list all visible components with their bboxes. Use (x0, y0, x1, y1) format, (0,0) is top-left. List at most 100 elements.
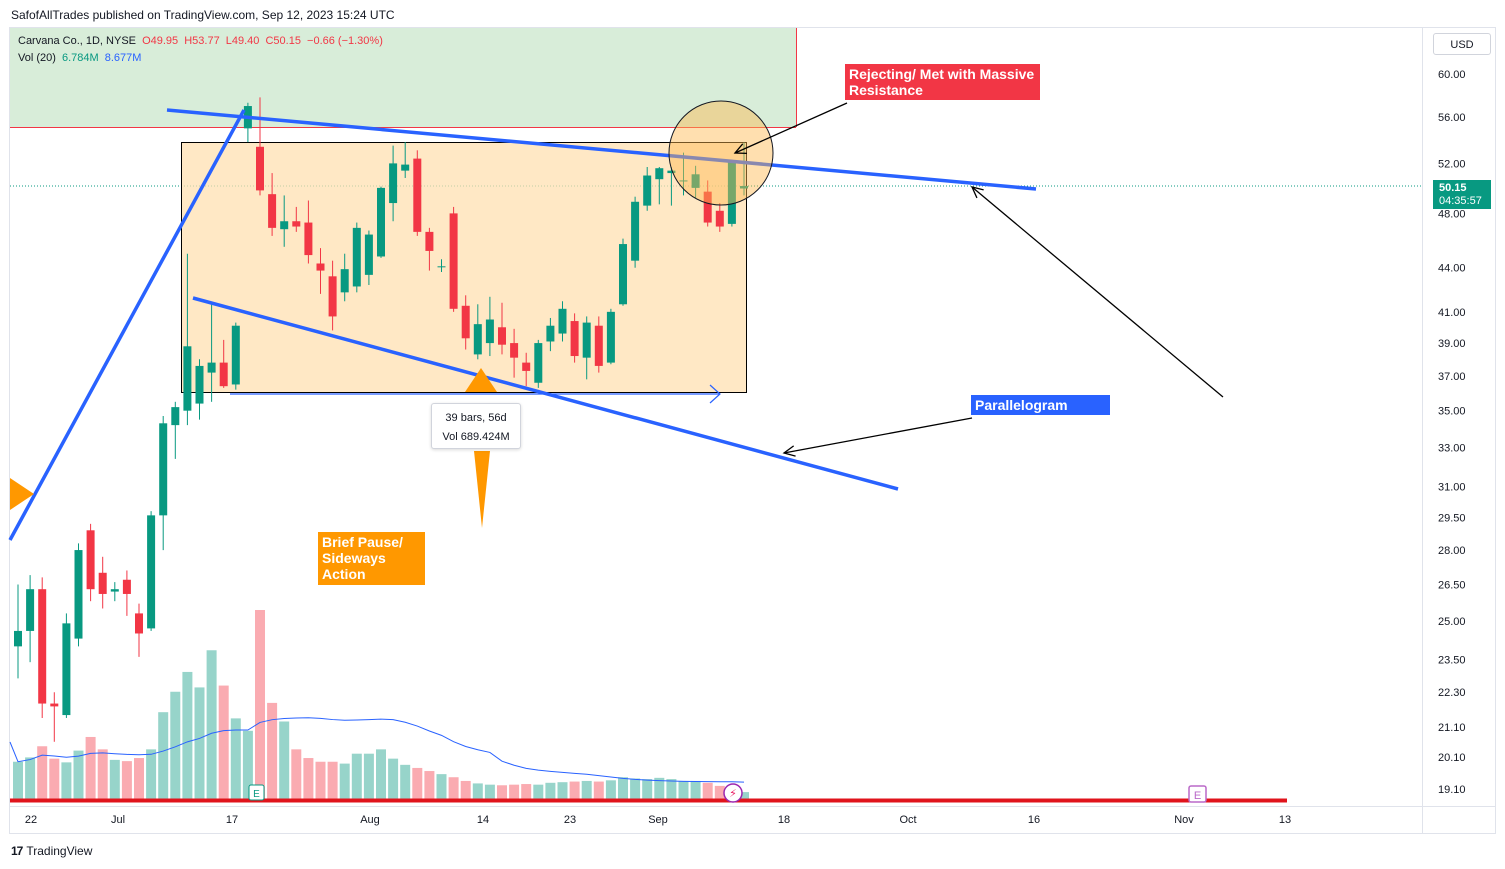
tradingview-logo-text: TradingView (26, 844, 93, 858)
candle-body (631, 201, 640, 261)
volume-label[interactable]: Vol (20) (18, 52, 56, 64)
arrow-resistance (734, 102, 848, 154)
measure-tooltip: 39 bars, 56d Vol 689.424M (431, 403, 521, 449)
candle-body (256, 146, 264, 191)
candle-body (110, 589, 119, 592)
y-tick-label: 31.00 (1438, 481, 1466, 493)
volume-bar (182, 671, 193, 802)
earnings-future-label: E (1194, 790, 1201, 802)
y-tick-label: 41.00 (1438, 307, 1466, 319)
candle-body (667, 170, 676, 174)
candle-body (655, 168, 664, 180)
volume-bar (242, 730, 253, 802)
volume-bar (109, 759, 120, 802)
y-tick-label: 48.00 (1438, 208, 1466, 220)
x-tick-label: 22 (25, 814, 37, 826)
volume-bar (255, 610, 265, 802)
candle-body (594, 325, 603, 366)
pause-triangle-up (465, 368, 497, 392)
symbol-legend: Carvana Co., 1D, NYSE O49.95 H53.77 L49.… (18, 35, 386, 47)
volume-bar (37, 746, 48, 802)
volume-bar (654, 777, 665, 802)
y-tick-label: 52.00 (1438, 158, 1466, 170)
measure-volume: Vol 689.424M (442, 431, 510, 443)
candle-body (740, 186, 748, 189)
candle-body (461, 305, 470, 339)
annotation-pause[interactable]: Brief Pause/ Sideways Action (318, 532, 425, 585)
annotation-resistance[interactable]: Rejecting/ Met with Massive Resistance (845, 64, 1040, 100)
candle-body (449, 213, 458, 309)
candle-body (207, 362, 216, 373)
candle-body (498, 327, 506, 345)
candle-body (715, 210, 724, 227)
volume-bar (605, 780, 616, 802)
volume-bar (351, 753, 362, 802)
ohlc-change: −0.66 (−1.30%) (307, 35, 383, 47)
green-zone (10, 28, 796, 127)
candle-body (147, 515, 156, 629)
x-tick-label: Oct (899, 814, 916, 826)
volume-bar (593, 781, 604, 802)
candle-body (679, 180, 688, 182)
tradingview-logo-icon: 17 (11, 844, 23, 858)
candle-body (340, 269, 349, 293)
candle-body (38, 589, 47, 704)
volume-bar (121, 761, 132, 802)
currency-button[interactable]: USD (1433, 33, 1491, 55)
volume-bar (521, 784, 532, 802)
volume-bar (194, 687, 205, 802)
candle-body (534, 343, 543, 383)
volume-bar (533, 784, 544, 802)
y-tick-label: 56.00 (1438, 112, 1466, 124)
symbol-name[interactable]: Carvana Co., 1D, NYSE (18, 35, 136, 47)
candle-body (473, 324, 482, 355)
y-tick-label: 28.00 (1438, 545, 1466, 557)
candle-body (727, 162, 736, 224)
candle-body (231, 325, 240, 385)
candle-body (14, 630, 22, 647)
volume-bar (13, 761, 23, 802)
volume-bar (363, 753, 374, 802)
publish-header: SafofAllTrades published on TradingView.… (11, 8, 395, 22)
volume-bar (327, 761, 338, 802)
candle-body (485, 319, 494, 344)
candle-body (195, 365, 204, 404)
arrow-parallelogram-head (782, 445, 796, 457)
volume-bar (85, 736, 96, 802)
volume-bar (146, 749, 157, 802)
tradingview-logo[interactable]: 17 TradingView (11, 844, 92, 858)
y-tick-label: 26.50 (1438, 579, 1466, 591)
arrow-trendline (971, 186, 1224, 398)
volume-bar (448, 777, 459, 802)
volume-bar (97, 749, 108, 802)
y-tick-label: 22.30 (1438, 687, 1466, 699)
volume-ma-line (9, 717, 745, 783)
candle-body (280, 221, 289, 230)
candle-body (691, 174, 700, 188)
annotation-parallelogram[interactable]: Parallelogram (971, 395, 1110, 415)
measure-bars: 39 bars, 56d (445, 412, 507, 424)
left-marker-arrow (10, 478, 34, 510)
volume-bar (460, 780, 471, 802)
y-tick-label: 33.00 (1438, 442, 1466, 454)
candle-body (183, 346, 192, 411)
volume-bar (666, 779, 677, 802)
candle-body (364, 234, 373, 275)
volume-bar (25, 757, 36, 802)
highlight-circle (668, 100, 774, 206)
volume-bar (49, 758, 60, 802)
candle-body (352, 227, 361, 287)
volume-bar (218, 685, 229, 802)
earnings-marker-label: E (253, 789, 260, 800)
volume-bar (618, 777, 628, 802)
x-tick-label: 16 (1028, 814, 1040, 826)
ohlc-open: O49.95 (142, 35, 179, 47)
x-tick-label: 18 (778, 814, 790, 826)
candle-body (582, 322, 591, 358)
candle-body (98, 572, 107, 594)
arrow-trendline-head (970, 186, 984, 199)
volume-bar (497, 785, 507, 802)
volume-bar (376, 749, 386, 802)
volume-bar (581, 780, 592, 802)
